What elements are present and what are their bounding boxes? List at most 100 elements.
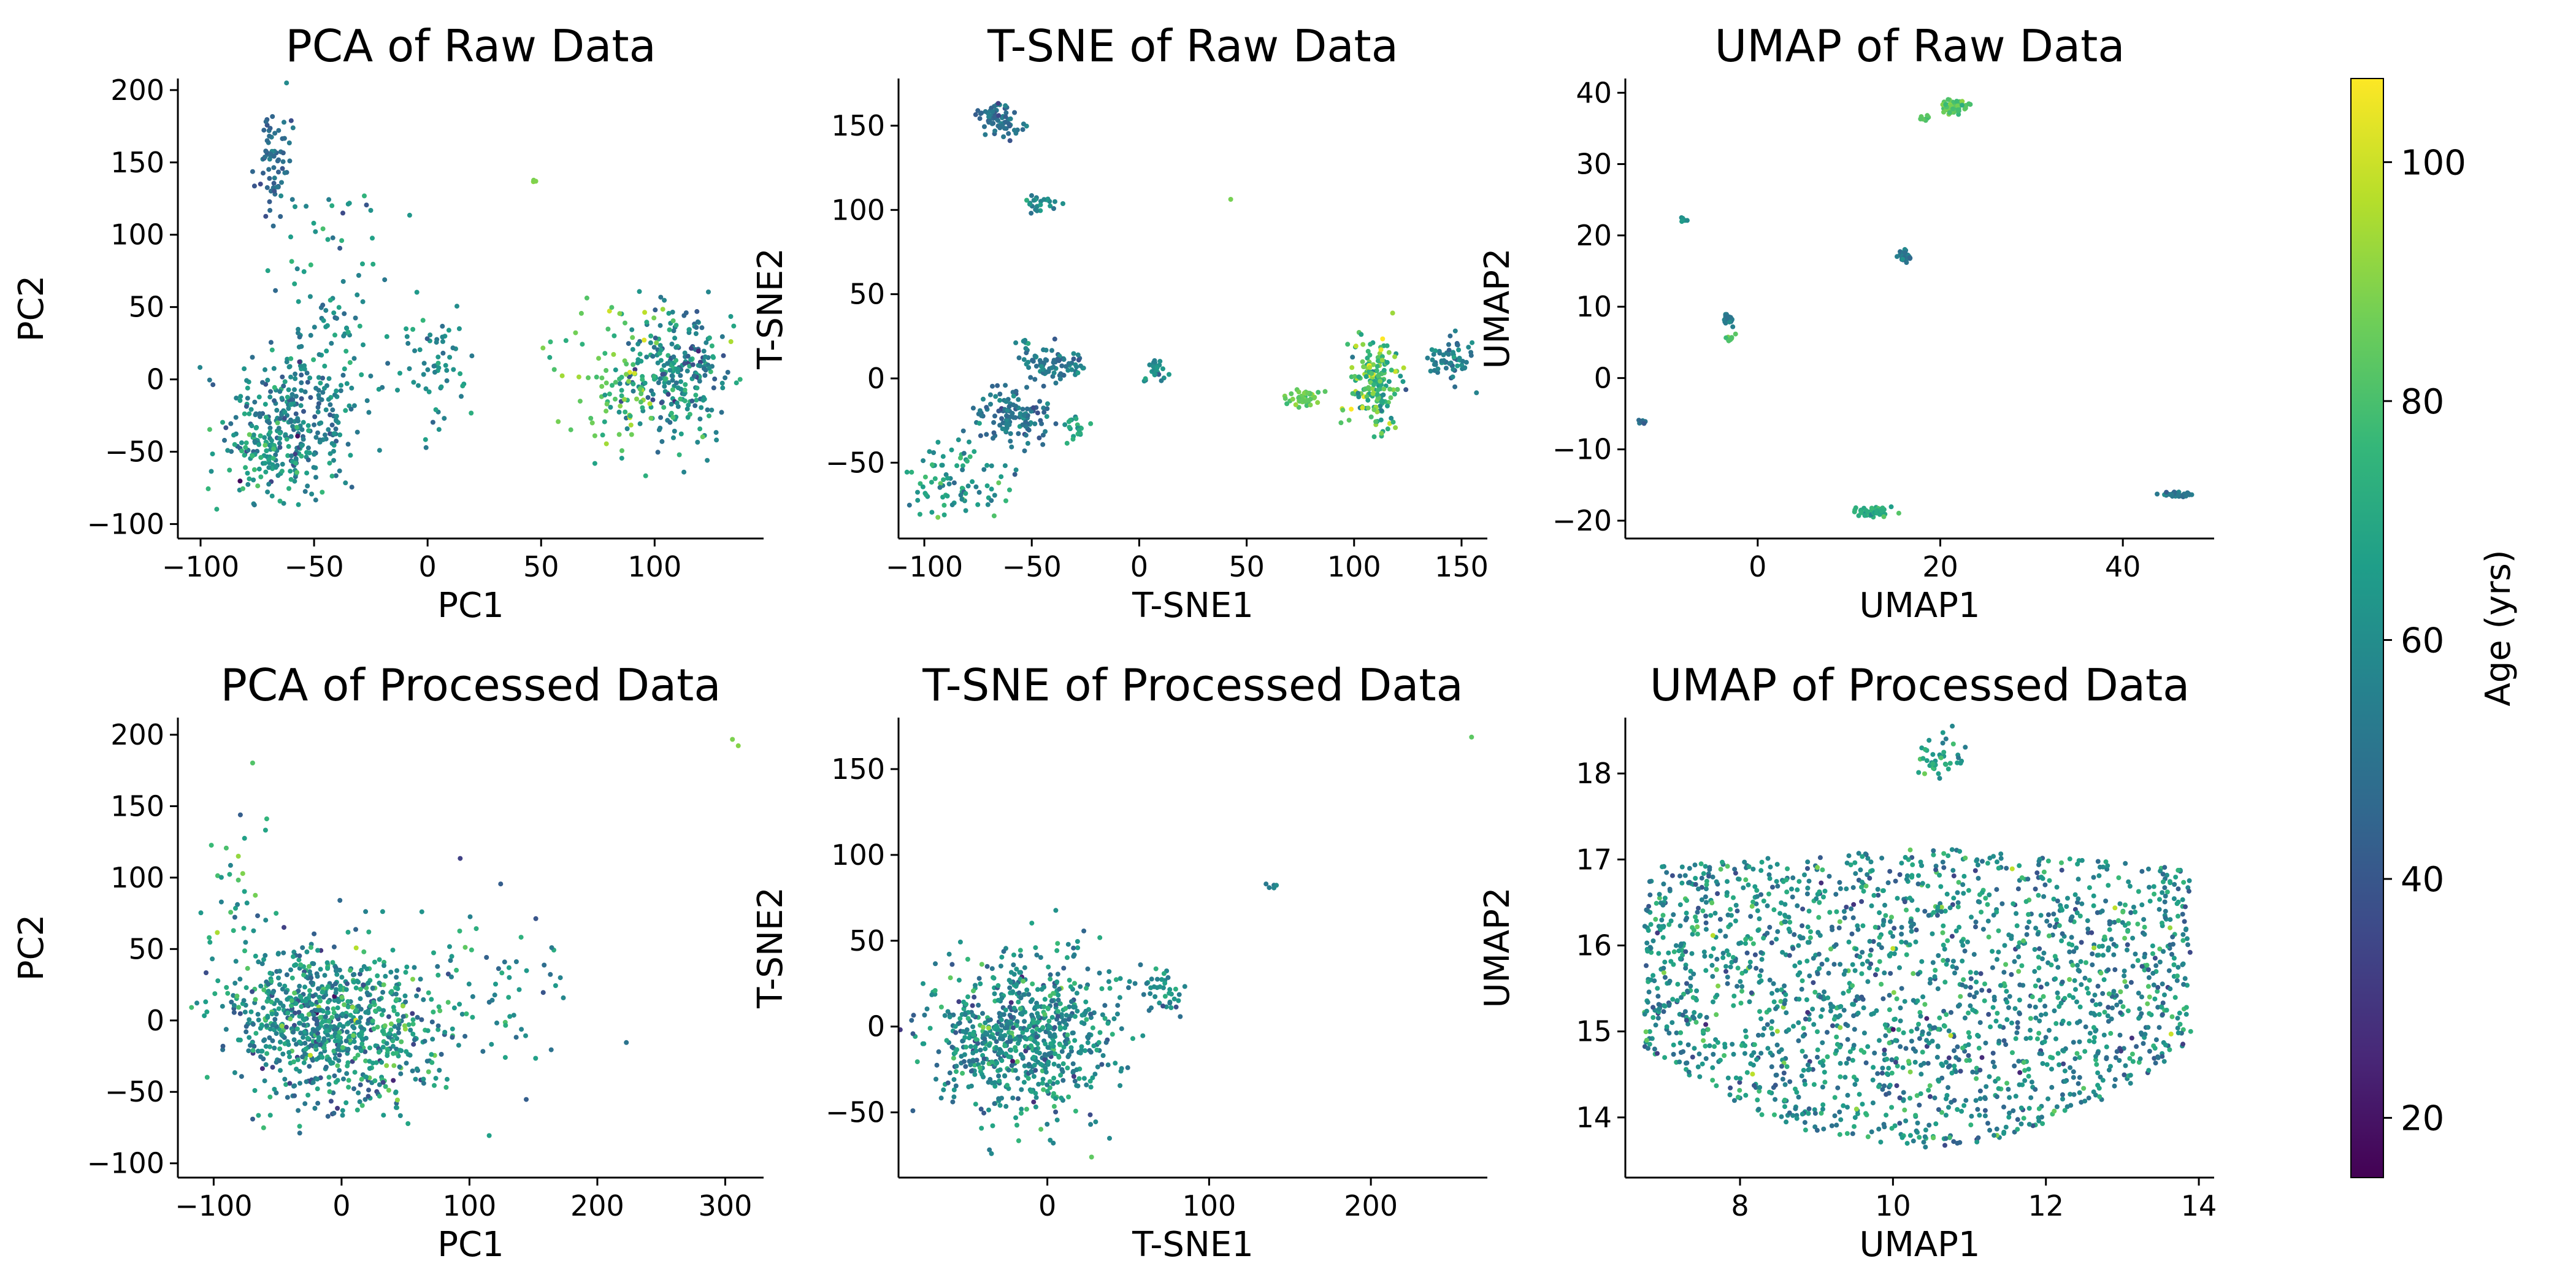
data-point	[1876, 892, 1881, 898]
data-point	[269, 347, 275, 353]
data-point	[1378, 417, 1384, 423]
data-point	[991, 430, 997, 435]
data-point	[995, 101, 1001, 106]
data-point	[1117, 976, 1123, 981]
data-point	[1004, 1025, 1010, 1030]
data-point	[607, 309, 612, 314]
data-point	[670, 309, 675, 315]
data-point	[980, 1060, 986, 1065]
data-point	[1056, 992, 1061, 998]
data-point	[1904, 260, 1909, 265]
data-point	[2082, 1098, 2088, 1104]
data-point	[694, 309, 700, 314]
data-point	[486, 1133, 492, 1138]
data-point	[589, 420, 595, 426]
data-point	[2096, 873, 2102, 878]
data-point	[1006, 1067, 1011, 1073]
data-point	[1848, 862, 1853, 868]
data-point	[1024, 1027, 1029, 1033]
data-point	[300, 945, 305, 951]
data-point	[2092, 992, 2098, 998]
data-point	[1436, 348, 1442, 354]
data-point	[1014, 967, 1019, 972]
data-point	[1836, 925, 1842, 930]
data-point	[1917, 1102, 1922, 1108]
data-point	[2122, 979, 2128, 984]
data-point	[311, 1012, 316, 1018]
data-point	[318, 967, 323, 972]
data-point	[1011, 962, 1016, 968]
data-point	[210, 956, 215, 962]
data-point	[207, 377, 212, 383]
data-point	[2044, 918, 2050, 924]
data-point	[298, 403, 304, 408]
data-point	[1015, 1076, 1021, 1081]
data-point	[1714, 967, 1719, 972]
data-point	[1892, 1017, 1897, 1022]
data-point	[1966, 1010, 1971, 1016]
data-point	[2089, 930, 2095, 935]
data-point	[264, 999, 270, 1004]
data-point	[2033, 1005, 2038, 1010]
data-point	[1923, 1144, 1928, 1150]
data-point	[1452, 384, 1458, 389]
data-point	[1796, 1094, 1801, 1100]
data-point	[1304, 403, 1309, 408]
data-point	[340, 372, 346, 378]
data-point	[1931, 910, 1936, 915]
data-point	[430, 1037, 435, 1042]
data-point	[661, 405, 667, 410]
data-point	[1167, 987, 1173, 992]
data-point	[1704, 1014, 1709, 1020]
data-point	[288, 469, 293, 474]
data-point	[997, 397, 1003, 403]
data-point	[1657, 892, 1662, 897]
data-point	[1806, 1106, 1812, 1111]
data-point	[362, 1074, 368, 1079]
data-point	[251, 477, 256, 483]
data-point	[2077, 1019, 2082, 1024]
data-point	[280, 986, 285, 992]
data-point	[421, 997, 426, 1002]
data-point	[267, 970, 273, 976]
data-point	[1083, 1008, 1089, 1014]
data-point	[262, 435, 267, 440]
data-point	[1803, 1016, 1808, 1022]
data-point	[1037, 435, 1042, 440]
points-pca-processed	[189, 737, 741, 1138]
data-point	[469, 947, 474, 953]
data-point	[331, 1006, 336, 1011]
data-point	[1360, 342, 1366, 347]
data-point	[1684, 218, 1690, 223]
data-point	[1021, 992, 1026, 997]
data-point	[672, 429, 677, 434]
data-point	[2034, 870, 2040, 876]
data-point	[1090, 1075, 1095, 1081]
data-point	[1646, 903, 1652, 909]
data-point	[1033, 1095, 1039, 1100]
data-point	[1071, 954, 1076, 959]
data-point	[1041, 405, 1046, 411]
data-point	[351, 356, 357, 361]
data-point	[1012, 472, 1018, 477]
data-point	[613, 380, 618, 385]
data-point	[1014, 982, 1019, 987]
data-point	[353, 985, 359, 991]
data-point	[576, 374, 581, 380]
data-point	[1379, 354, 1385, 359]
data-point	[233, 959, 239, 964]
data-point	[929, 480, 934, 485]
data-point	[410, 1017, 416, 1022]
data-point	[669, 341, 675, 347]
data-point	[289, 453, 294, 459]
data-point	[1460, 359, 1465, 364]
data-point	[304, 1079, 309, 1084]
data-point	[364, 990, 370, 995]
data-point	[690, 362, 696, 367]
data-point	[1738, 1076, 1743, 1081]
data-point	[1160, 1003, 1166, 1009]
data-point	[1433, 362, 1438, 367]
data-point	[1804, 891, 1810, 897]
data-point	[1011, 402, 1016, 408]
data-point	[473, 926, 479, 932]
